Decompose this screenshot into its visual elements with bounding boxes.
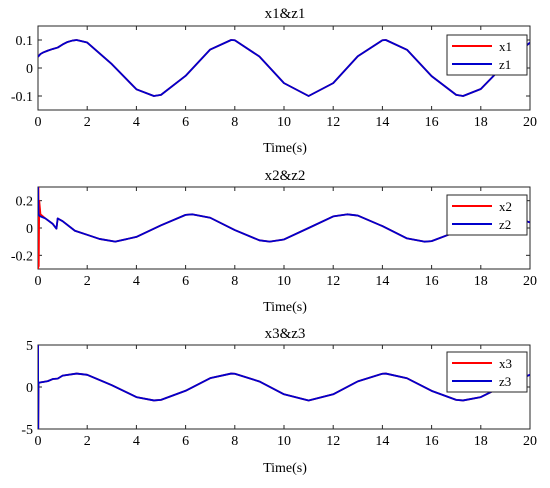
x-tick-label: 2: [84, 115, 91, 130]
y-tick-label: -0.2: [11, 249, 33, 264]
y-tick-label: 0.1: [16, 34, 34, 49]
x-tick-label: 20: [523, 434, 537, 449]
x-tick-label: 4: [133, 274, 140, 289]
subplot-2-title: x2&z2: [265, 168, 306, 184]
subplot-3-xlabel: Time(s): [263, 461, 307, 476]
x-tick-label: 14: [375, 274, 389, 289]
x-tick-label: 10: [277, 434, 291, 449]
x-tick-label: 16: [425, 115, 439, 130]
x-tick-label: 14: [375, 434, 389, 449]
series-line-z2: [38, 187, 530, 243]
y-tick-label: 0: [26, 381, 33, 396]
subplot-2-xlabel: Time(s): [263, 300, 307, 315]
x-tick-label: 4: [133, 115, 140, 130]
x-tick-label: 18: [474, 274, 488, 289]
series-line-z3: [38, 345, 530, 429]
y-tick-label: 0: [26, 222, 33, 237]
legend-box: [446, 351, 528, 393]
x-tick-label: 10: [277, 115, 291, 130]
subplot-1-xlabel: Time(s): [263, 141, 307, 156]
x-tick-label: 20: [523, 274, 537, 289]
x-tick-label: 0: [35, 274, 42, 289]
legend-label-z2: z2: [499, 217, 511, 232]
x-tick-label: 6: [182, 274, 189, 289]
x-tick-label: 8: [231, 434, 238, 449]
x-tick-label: 2: [84, 274, 91, 289]
x-tick-label: 12: [326, 115, 340, 130]
legend-label-z1: z1: [499, 57, 511, 72]
x-tick-label: 18: [474, 115, 488, 130]
x-tick-label: 6: [182, 115, 189, 130]
y-tick-label: -5: [21, 423, 33, 438]
series-line-z1: [38, 39, 530, 97]
legend-box: [446, 34, 528, 76]
x-tick-label: 16: [425, 434, 439, 449]
y-tick-label: -0.1: [11, 90, 33, 105]
legend-box: [446, 194, 528, 236]
subplot-3-title: x3&z3: [265, 326, 306, 342]
x-tick-label: 16: [425, 274, 439, 289]
x-tick-label: 20: [523, 115, 537, 130]
x-tick-label: 2: [84, 434, 91, 449]
subplot-1-title: x1&z1: [265, 6, 306, 22]
x-tick-label: 18: [474, 434, 488, 449]
x-tick-label: 14: [375, 115, 389, 130]
x-tick-label: 10: [277, 274, 291, 289]
subplot-2: x2&z2 Time(s) 0 2 4 6 8 10 12 14 16 18 200.20-0.2x…: [11, 168, 537, 315]
x-tick-label: 4: [133, 434, 140, 449]
y-tick-label: 0: [26, 62, 33, 77]
y-tick-label: 5: [26, 339, 33, 354]
subplot-1: x1&z1 Time(s) 0 2 4 6 8 10 12 14 16 18 200.10-0.1x…: [11, 6, 537, 156]
x-tick-label: 8: [231, 274, 238, 289]
x-tick-label: 0: [35, 434, 42, 449]
x-tick-label: 12: [326, 274, 340, 289]
x-tick-label: 6: [182, 434, 189, 449]
legend-label-x3: x3: [499, 356, 512, 371]
legend-label-x2: x2: [499, 199, 512, 214]
legend-label-z3: z3: [499, 374, 511, 389]
legend-label-x1: x1: [499, 39, 512, 54]
x-tick-label: 12: [326, 434, 340, 449]
x-tick-label: 8: [231, 115, 238, 130]
y-tick-label: 0.2: [16, 195, 34, 210]
x-tick-label: 0: [35, 115, 42, 130]
